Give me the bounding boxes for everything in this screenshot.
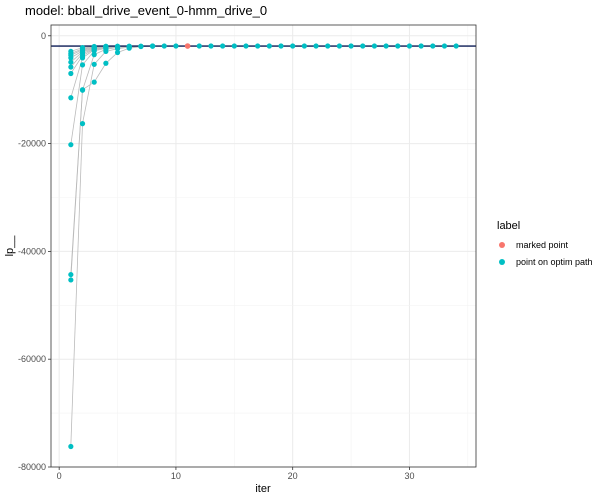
optim-point xyxy=(348,43,354,49)
chart-title: model: bball_drive_event_0-hmm_drive_0 xyxy=(25,3,267,18)
y-tick-label: 0 xyxy=(41,31,46,41)
optim-point xyxy=(220,43,226,49)
y-axis-title: lp__ xyxy=(4,235,16,257)
y-tick-label: -40000 xyxy=(18,246,46,256)
optim-point xyxy=(114,49,121,56)
optim-point xyxy=(149,43,156,49)
optim-point xyxy=(68,142,74,148)
x-tick-label: 20 xyxy=(288,471,298,481)
optim-point xyxy=(336,43,342,49)
optim-point xyxy=(290,43,296,49)
optim-point xyxy=(79,45,86,51)
optim-point xyxy=(68,48,74,55)
y-tick-label: -20000 xyxy=(18,139,46,149)
optim-point xyxy=(231,43,237,49)
optim-point xyxy=(126,43,132,49)
x-tick-label: 30 xyxy=(404,471,414,481)
optim-point xyxy=(430,43,436,49)
legend-label-marked-point: marked point xyxy=(516,240,569,250)
optim-point xyxy=(360,43,366,49)
optim-point xyxy=(68,59,74,65)
optim-point xyxy=(278,43,284,49)
grid xyxy=(51,25,476,468)
x-axis: 0 10 20 30 xyxy=(57,467,414,481)
optim-point xyxy=(371,43,378,49)
optim-point xyxy=(68,95,74,101)
optim-point xyxy=(68,443,74,450)
optim-point xyxy=(255,43,261,49)
optim-point xyxy=(68,271,74,278)
x-axis-title: iter xyxy=(255,483,271,495)
optim-point xyxy=(68,64,74,70)
marked-point xyxy=(184,43,191,49)
points xyxy=(68,43,459,450)
x-tick-label: 10 xyxy=(171,471,181,481)
optim-point xyxy=(266,43,272,49)
y-axis: 0 -20000 -40000 -60000 -80000 xyxy=(18,31,51,472)
optim-point xyxy=(418,43,424,49)
plot-border xyxy=(50,24,477,468)
optim-point xyxy=(208,43,214,49)
optim-point xyxy=(79,62,86,68)
x-tick-label: 0 xyxy=(57,471,62,481)
legend-title: label xyxy=(497,220,520,232)
optim-point xyxy=(68,70,74,77)
plot-panel xyxy=(51,25,476,467)
optim-point xyxy=(79,121,86,127)
optim-point xyxy=(91,52,97,58)
optim-point xyxy=(406,43,413,49)
optim-point xyxy=(114,43,121,49)
optim-point xyxy=(79,87,86,93)
optim-point xyxy=(161,43,167,49)
optim-point xyxy=(196,43,202,49)
optim-point xyxy=(91,43,97,50)
optim-point xyxy=(91,79,97,85)
optim-point xyxy=(138,43,144,50)
optim-point xyxy=(301,43,307,49)
optim-point xyxy=(383,43,389,49)
optim-point xyxy=(313,43,319,49)
optim-point xyxy=(103,60,109,66)
optim-point xyxy=(243,43,249,49)
optim-point xyxy=(103,43,109,49)
optim-point xyxy=(173,43,179,49)
optim-point xyxy=(453,43,459,49)
optim-point xyxy=(68,277,74,283)
legend-key-optim-path xyxy=(499,259,505,265)
y-tick-label: -60000 xyxy=(18,354,46,364)
optim-point xyxy=(395,43,401,49)
optim-point xyxy=(325,43,331,49)
optim-point xyxy=(441,43,448,49)
y-tick-label: -80000 xyxy=(18,462,46,472)
legend-label-optim-path: point on optim path xyxy=(516,257,593,267)
legend: label marked point point on optim path xyxy=(497,220,593,267)
optim-point xyxy=(91,61,97,67)
legend-key-marked-point xyxy=(499,242,505,248)
